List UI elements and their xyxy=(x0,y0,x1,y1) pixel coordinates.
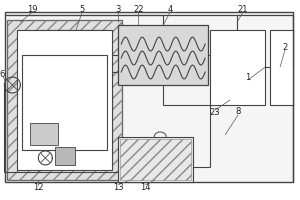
Bar xyxy=(8,20,122,180)
Text: 2: 2 xyxy=(282,43,288,52)
Text: 14: 14 xyxy=(140,183,151,192)
Text: 1: 1 xyxy=(245,73,251,82)
Bar xyxy=(118,137,193,182)
Bar xyxy=(210,30,265,105)
Text: 19: 19 xyxy=(27,5,38,14)
Text: 6: 6 xyxy=(0,70,5,79)
Bar xyxy=(17,30,112,170)
Bar xyxy=(270,30,293,105)
Bar xyxy=(8,20,122,180)
Text: 13: 13 xyxy=(113,183,124,192)
Bar xyxy=(120,139,191,180)
Text: 23: 23 xyxy=(210,108,220,117)
Bar xyxy=(118,25,208,85)
Text: 8: 8 xyxy=(236,107,241,116)
Bar xyxy=(5,12,293,182)
Text: 4: 4 xyxy=(167,5,173,14)
Text: 21: 21 xyxy=(238,5,248,14)
Text: 5: 5 xyxy=(80,5,85,14)
Bar xyxy=(30,123,58,145)
Text: 3: 3 xyxy=(116,5,121,14)
Bar xyxy=(55,147,75,165)
Text: 22: 22 xyxy=(133,5,143,14)
Bar xyxy=(22,55,107,150)
Text: 12: 12 xyxy=(33,183,44,192)
